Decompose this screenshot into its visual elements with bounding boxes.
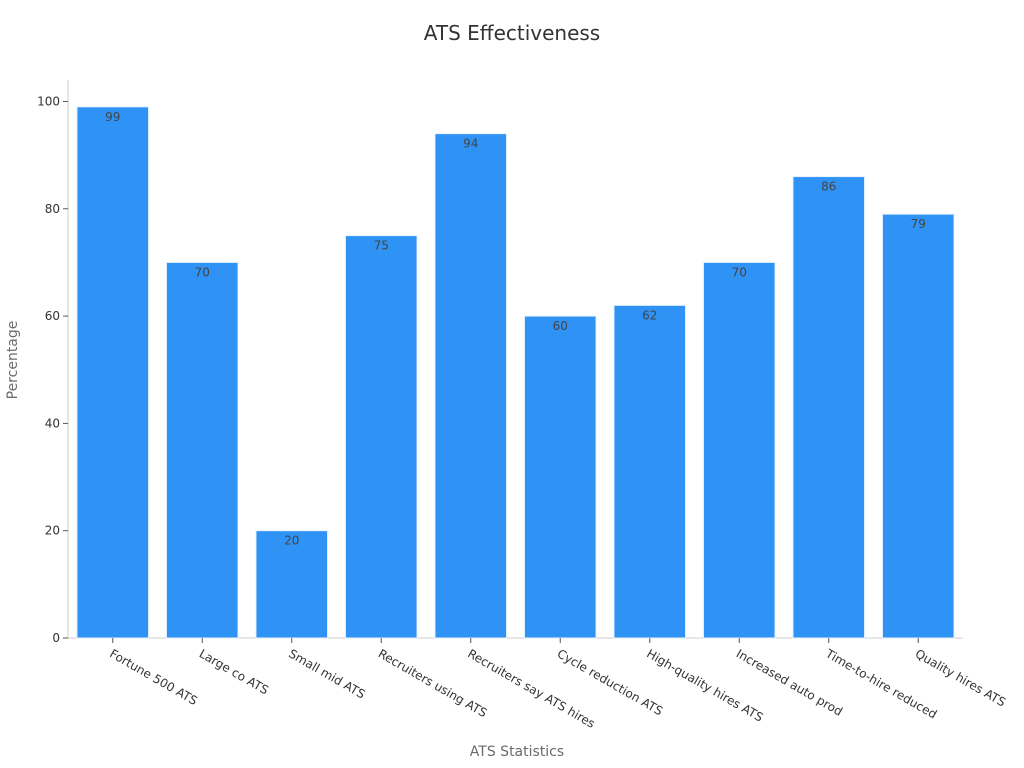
bar bbox=[344, 235, 418, 639]
data-label: 70 bbox=[732, 265, 747, 279]
bar bbox=[613, 304, 687, 639]
y-tick-label: 100 bbox=[37, 94, 60, 108]
data-label: 20 bbox=[284, 534, 299, 548]
data-label: 70 bbox=[195, 265, 210, 279]
bar bbox=[881, 213, 955, 639]
data-label: 99 bbox=[105, 110, 120, 124]
bar bbox=[792, 176, 866, 639]
x-tick-label: Large co ATS bbox=[197, 646, 271, 697]
bar bbox=[702, 261, 776, 639]
data-label: 75 bbox=[374, 239, 389, 253]
data-label: 79 bbox=[911, 217, 926, 231]
data-label: 86 bbox=[821, 180, 836, 194]
y-tick-label: 40 bbox=[45, 416, 60, 430]
bar bbox=[523, 315, 597, 639]
y-tick-label: 20 bbox=[45, 524, 60, 538]
x-axis-title: ATS Statistics bbox=[470, 744, 564, 760]
y-tick-label: 80 bbox=[45, 202, 60, 216]
y-tick-label: 0 bbox=[52, 631, 60, 645]
y-axis-title: Percentage bbox=[5, 321, 21, 400]
plot-area: 0 20 40 60 80 100 99 Fortune 500 ATS 70 Large co … bbox=[37, 80, 1008, 731]
bar bbox=[434, 133, 508, 639]
bar bbox=[76, 106, 150, 639]
data-label: 62 bbox=[642, 308, 657, 322]
x-tick-label: Fortune 500 ATS bbox=[107, 646, 200, 708]
data-label: 94 bbox=[463, 137, 478, 151]
x-tick-label: Quality hires ATS bbox=[913, 646, 1008, 709]
chart-title: ATS Effectiveness bbox=[424, 21, 600, 45]
bar bbox=[165, 261, 239, 639]
data-label: 60 bbox=[553, 319, 568, 333]
y-tick-label: 60 bbox=[45, 309, 60, 323]
bar bbox=[255, 530, 329, 639]
x-tick-label: Small mid ATS bbox=[286, 646, 367, 701]
